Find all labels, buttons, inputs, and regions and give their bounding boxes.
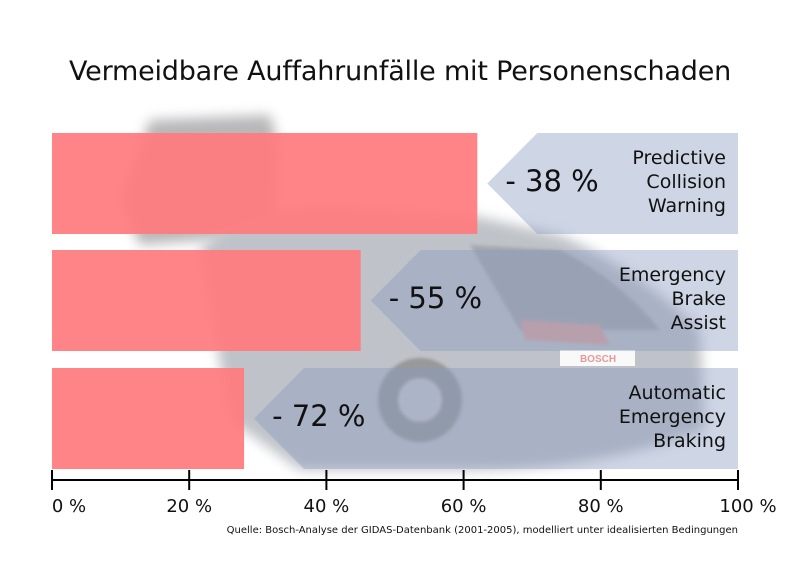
x-tick-label: 80 % bbox=[577, 496, 624, 517]
reduction-value-label: - 55 % bbox=[388, 280, 483, 315]
reduction-value-label: - 72 % bbox=[272, 398, 366, 433]
reduction-arrow bbox=[254, 368, 738, 469]
chart-title: Vermeidbare Auffahrunfälle mit Personens… bbox=[68, 56, 732, 87]
x-tick-label: 20 % bbox=[166, 496, 213, 517]
category-label-line: Warning bbox=[647, 195, 726, 217]
reduction-arrow bbox=[370, 250, 738, 351]
category-label: Emergency Brake Assist bbox=[619, 263, 726, 335]
x-tick-label: 40 % bbox=[303, 496, 350, 517]
remaining-bar bbox=[52, 368, 245, 469]
reduction-arrow bbox=[487, 133, 738, 234]
source-note: Quelle: Bosch-Analyse der GIDAS-Datenban… bbox=[226, 525, 738, 536]
category-label-line: Predictive bbox=[632, 147, 726, 169]
category-label-line: Braking bbox=[653, 430, 726, 452]
licence-plate-text: BOSCH bbox=[580, 354, 616, 365]
category-label: Automatic Emergency Braking bbox=[619, 381, 726, 453]
category-label-line: Automatic bbox=[628, 382, 726, 404]
x-tick-label: 100 % bbox=[719, 496, 777, 517]
category-label-line: Collision bbox=[646, 171, 726, 193]
category-label-line: Emergency bbox=[618, 264, 726, 286]
category-label-line: Assist bbox=[670, 312, 726, 334]
remaining-bar bbox=[52, 250, 361, 351]
category-label: Predictive Collision Warning bbox=[632, 146, 726, 218]
x-tick-label: 0 % bbox=[51, 496, 87, 517]
category-label-line: Emergency bbox=[618, 406, 726, 428]
category-label-line: Brake bbox=[671, 288, 726, 310]
reduction-value-label: - 38 % bbox=[505, 163, 599, 198]
x-tick-label: 60 % bbox=[440, 496, 487, 517]
remaining-bar bbox=[52, 133, 478, 234]
